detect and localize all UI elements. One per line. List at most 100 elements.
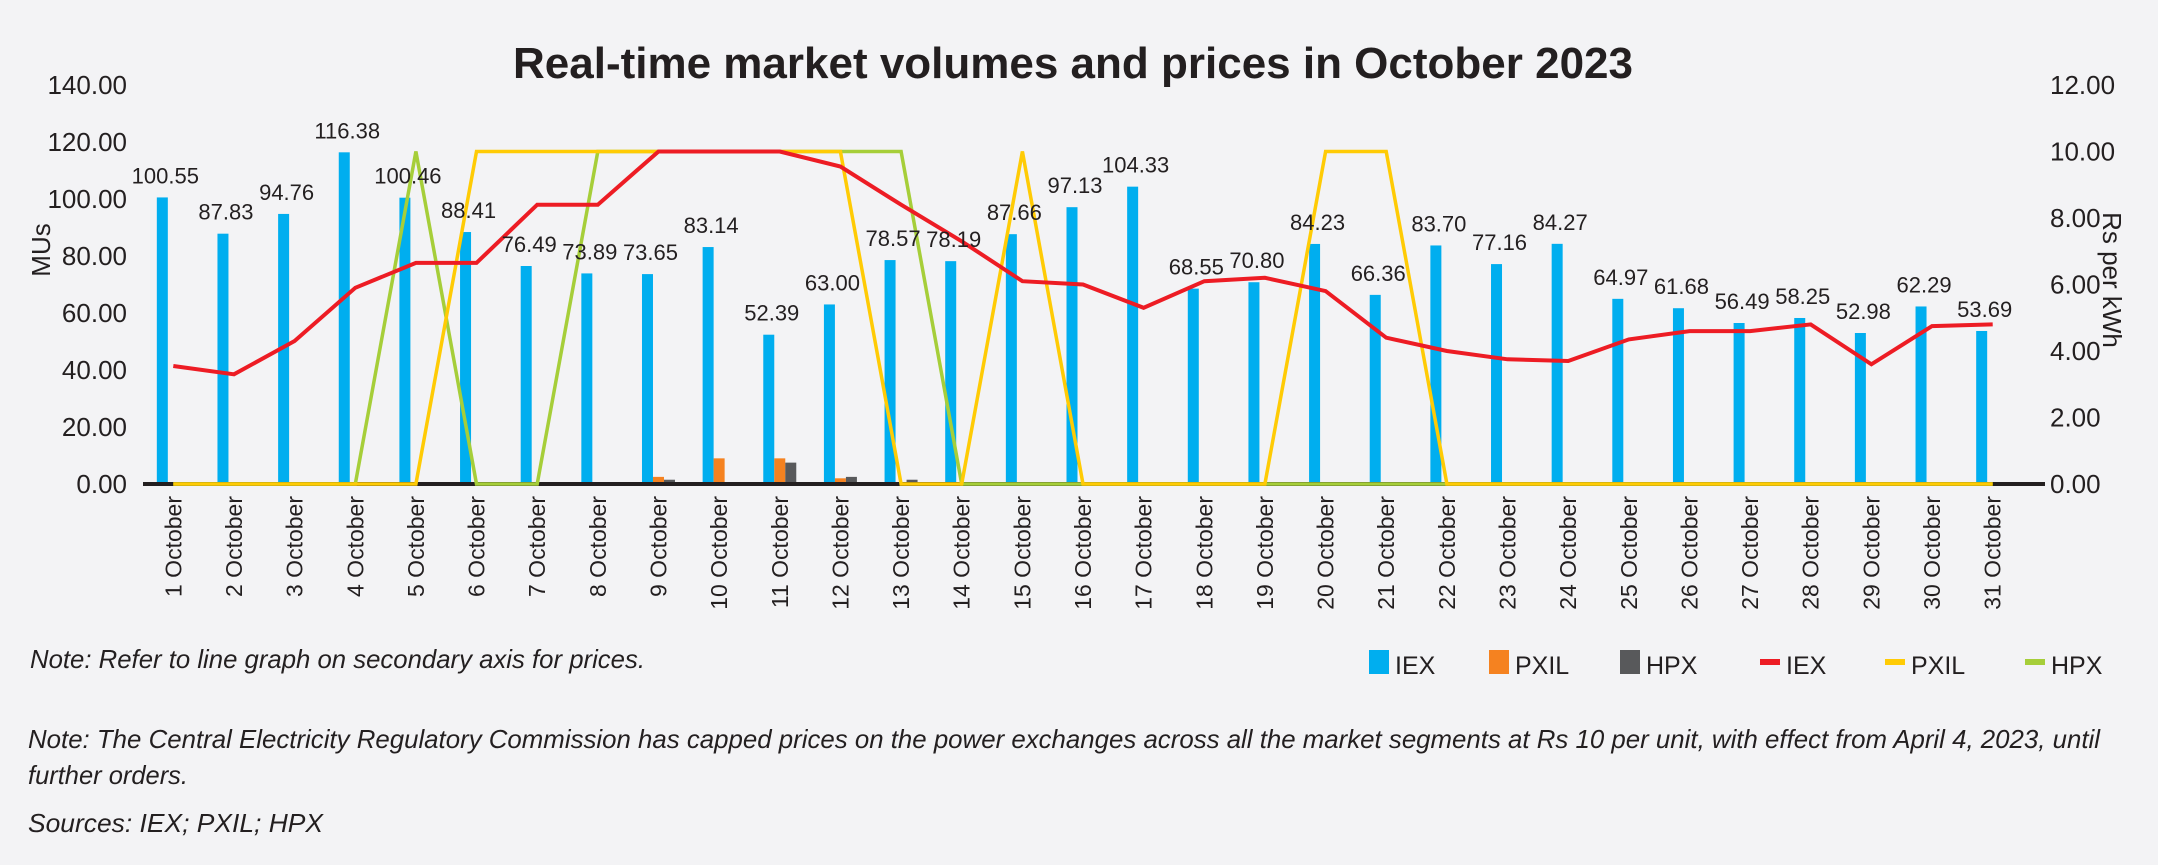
x-tick-label: 12 October bbox=[827, 496, 853, 610]
bar-iex-19 bbox=[1248, 282, 1260, 484]
x-tick-label: 18 October bbox=[1191, 496, 1217, 610]
bar-iex-15 bbox=[1005, 234, 1017, 484]
data-label-iex: 78.19 bbox=[926, 227, 981, 252]
bar-iex-27 bbox=[1733, 323, 1745, 484]
bar-iex-20 bbox=[1309, 243, 1321, 484]
legend-label: PXIL bbox=[1515, 652, 1569, 680]
bar-pxil-9 bbox=[652, 476, 664, 484]
data-label-iex: 68.55 bbox=[1169, 255, 1224, 280]
line-pxil-price bbox=[173, 149, 1993, 486]
bar-iex-21 bbox=[1369, 294, 1381, 484]
y-tick-label: 20.00 bbox=[62, 412, 127, 442]
x-tick-label: 3 October bbox=[282, 496, 308, 597]
data-label-iex: 100.46 bbox=[374, 164, 441, 189]
y2-tick-label: 8.00 bbox=[2050, 203, 2101, 233]
x-tick-label: 16 October bbox=[1070, 496, 1096, 610]
x-tick-label: 4 October bbox=[342, 496, 368, 597]
x-tick-label: 29 October bbox=[1858, 496, 1884, 610]
data-label-iex: 76.49 bbox=[502, 232, 557, 257]
y2-tick-label: 4.00 bbox=[2050, 336, 2101, 366]
data-label-iex: 56.49 bbox=[1715, 289, 1770, 314]
x-tick-label: 8 October bbox=[585, 496, 611, 597]
legend-swatch bbox=[1489, 650, 1509, 674]
legend-swatch bbox=[1620, 650, 1640, 674]
legend-item-bar-iex: IEX bbox=[1369, 650, 1436, 680]
x-tick-label: 28 October bbox=[1798, 496, 1824, 610]
bar-iex-5 bbox=[399, 197, 411, 484]
bars bbox=[156, 152, 1988, 485]
x-tick-label: 11 October bbox=[767, 496, 793, 608]
legend-swatch bbox=[1760, 659, 1780, 665]
data-label-iex: 104.33 bbox=[1102, 153, 1169, 178]
y2-tick-label: 6.00 bbox=[2050, 270, 2101, 300]
bar-hpx-13 bbox=[906, 479, 918, 484]
y-tick-label: 80.00 bbox=[62, 241, 127, 271]
legend: IEX PXIL HPX IEX PXIL HPX bbox=[1369, 650, 2103, 680]
x-axis-labels: 1 October 2 October 3 October 4 October 5 Oc… bbox=[160, 496, 2005, 610]
price-lines bbox=[173, 149, 1993, 486]
y-tick-label: 100.00 bbox=[47, 184, 127, 214]
data-label-iex: 70.80 bbox=[1229, 248, 1284, 273]
y2-axis-label: Rs per kWh bbox=[2097, 212, 2127, 348]
data-label-iex: 84.23 bbox=[1290, 210, 1345, 235]
x-tick-label: 6 October bbox=[464, 496, 490, 597]
bar-iex-4 bbox=[338, 152, 350, 484]
data-label-iex: 73.65 bbox=[623, 240, 678, 265]
y2-tick-label: 12.00 bbox=[2050, 70, 2115, 100]
bar-iex-14 bbox=[945, 261, 957, 484]
bar-iex-7 bbox=[520, 266, 532, 484]
data-label-iex: 94.76 bbox=[259, 180, 314, 205]
x-tick-label: 17 October bbox=[1131, 496, 1157, 610]
data-label-iex: 83.70 bbox=[1411, 211, 1466, 236]
x-tick-label: 22 October bbox=[1434, 496, 1460, 610]
x-tick-label: 21 October bbox=[1373, 496, 1399, 610]
cap-note-line2: further orders. bbox=[28, 760, 188, 790]
cap-note-line1: Note: The Central Electricity Regulatory… bbox=[28, 724, 2101, 754]
bar-iex-13 bbox=[884, 260, 896, 484]
x-tick-label: 26 October bbox=[1676, 496, 1702, 610]
bar-iex-12 bbox=[823, 304, 835, 484]
legend-item-line-hpx: HPX bbox=[2025, 652, 2103, 680]
data-label-iex: 84.27 bbox=[1533, 210, 1588, 235]
data-label-iex: 64.97 bbox=[1593, 265, 1648, 290]
data-label-iex: 73.89 bbox=[562, 239, 617, 264]
data-label-iex: 66.36 bbox=[1351, 261, 1406, 286]
bar-iex-17 bbox=[1127, 186, 1139, 485]
data-label-iex: 116.38 bbox=[314, 118, 380, 143]
legend-label: HPX bbox=[1646, 652, 1698, 680]
x-tick-label: 15 October bbox=[1009, 496, 1035, 610]
bar-iex-18 bbox=[1187, 288, 1199, 484]
data-label-iex: 53.69 bbox=[1957, 297, 2012, 322]
legend-label: PXIL bbox=[1911, 652, 1965, 680]
legend-label: IEX bbox=[1395, 652, 1436, 680]
bar-hpx-9 bbox=[663, 479, 675, 484]
legend-item-line-pxil: PXIL bbox=[1885, 652, 1965, 680]
data-label-iex: 100.55 bbox=[132, 163, 199, 188]
y-tick-label: 120.00 bbox=[47, 127, 127, 157]
y2-tick-label: 2.00 bbox=[2050, 403, 2101, 433]
bar-iex-9 bbox=[641, 274, 653, 484]
bar-iex-23 bbox=[1491, 264, 1503, 484]
x-tick-label: 1 October bbox=[160, 496, 186, 597]
bar-iex-24 bbox=[1551, 243, 1563, 484]
data-label-iex: 77.16 bbox=[1472, 230, 1527, 255]
y-axis-ticks: 0.00 20.00 40.00 60.00 80.00 100.00 120.00 140.… bbox=[47, 70, 127, 499]
x-tick-label: 25 October bbox=[1616, 496, 1642, 610]
legend-item-bar-hpx: HPX bbox=[1620, 650, 1698, 680]
bar-iex-22 bbox=[1430, 245, 1442, 484]
bar-pxil-10 bbox=[713, 458, 725, 484]
legend-item-bar-pxil: PXIL bbox=[1489, 650, 1569, 680]
bar-iex-11 bbox=[763, 334, 775, 484]
y2-axis-ticks: 0.00 2.00 4.00 6.00 8.00 10.00 12.00 bbox=[2050, 70, 2115, 499]
data-label-iex: 63.00 bbox=[805, 270, 860, 295]
bar-pxil-11 bbox=[774, 458, 786, 484]
data-label-iex: 58.25 bbox=[1775, 284, 1830, 309]
bar-iex-16 bbox=[1066, 207, 1078, 484]
bar-pxil-12 bbox=[834, 478, 846, 484]
bar-iex-8 bbox=[581, 273, 593, 484]
x-tick-label: 23 October bbox=[1495, 496, 1521, 610]
data-label-iex: 52.39 bbox=[744, 301, 799, 326]
legend-label: IEX bbox=[1786, 652, 1827, 680]
